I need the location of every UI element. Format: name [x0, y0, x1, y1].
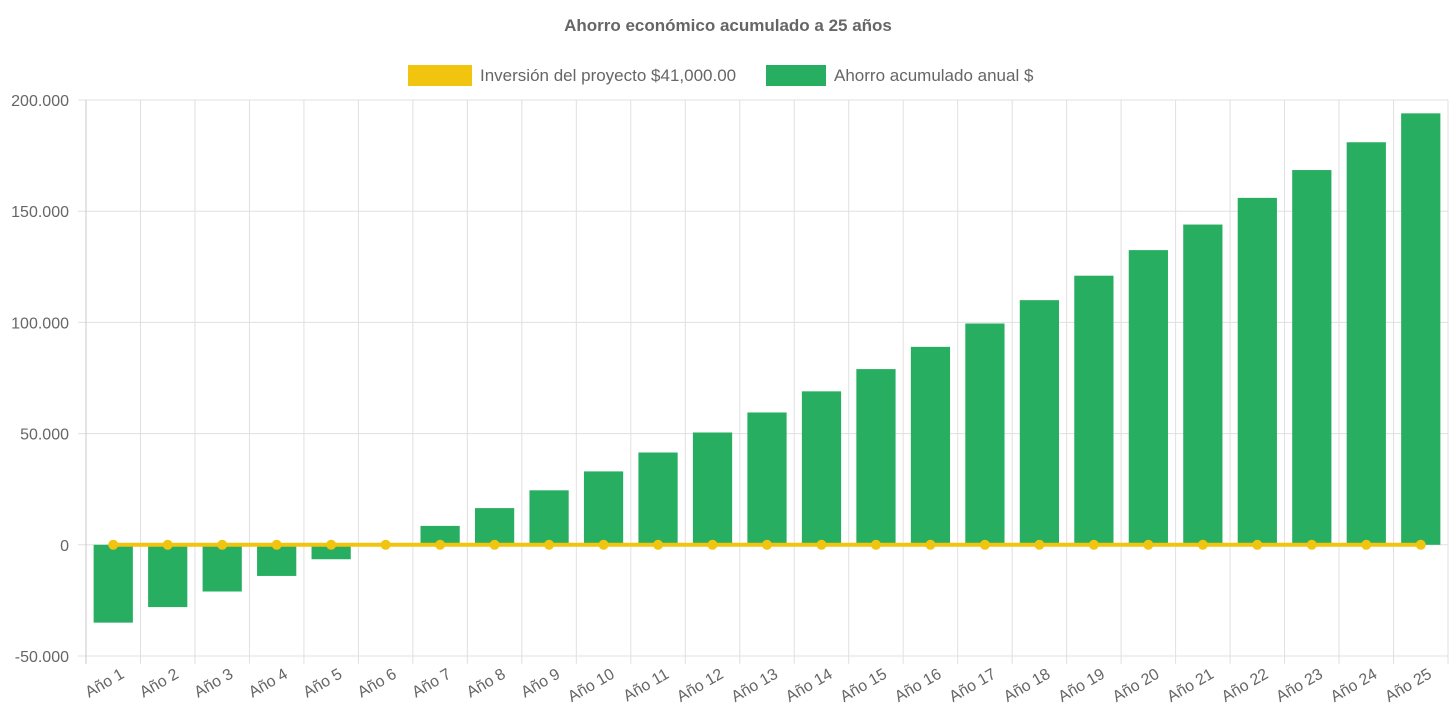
investment-point-13[interactable]	[762, 539, 772, 550]
x-tick-label: Año 3	[191, 666, 236, 702]
bar-12[interactable]	[692, 432, 733, 545]
y-tick-label: 50.000	[20, 427, 69, 444]
x-tick-label: Año 23	[1273, 666, 1326, 706]
x-tick-label: Año 16	[892, 666, 945, 706]
investment-point-17[interactable]	[979, 539, 990, 550]
x-tick-label: Año 9	[518, 666, 563, 702]
investment-point-21[interactable]	[1197, 539, 1208, 550]
bar-20[interactable]	[1128, 250, 1168, 545]
bar-17[interactable]	[965, 323, 1005, 545]
investment-point-16[interactable]	[925, 539, 936, 550]
x-tick-label: Año 1	[83, 666, 128, 702]
bar-18[interactable]	[1019, 300, 1060, 545]
bar-25[interactable]	[1401, 113, 1441, 545]
y-tick-label: 100.000	[11, 315, 69, 332]
x-tick-label: Año 8	[464, 666, 509, 702]
x-tick-label: Año 15	[838, 666, 891, 706]
x-axis-ticks: Año 1 Año 2 Año 3 Año 4 Año 5 Año 6 Año 7 Año 8…	[83, 666, 1435, 706]
y-tick-label: -50.000	[15, 649, 69, 666]
bar-2[interactable]	[148, 544, 188, 608]
investment-point-11[interactable]	[653, 539, 664, 550]
bar-15[interactable]	[856, 369, 896, 545]
legend-swatch-savings	[766, 65, 826, 86]
x-tick-label: Año 10	[565, 666, 618, 706]
y-tick-label: 200.000	[11, 93, 69, 110]
investment-point-9[interactable]	[544, 539, 555, 550]
x-tick-label: Año 22	[1219, 666, 1272, 706]
investment-point-6[interactable]	[380, 539, 391, 550]
bar-4[interactable]	[257, 544, 297, 576]
legend-label-investment: Inversión del proyecto $41,000.00	[480, 66, 736, 85]
bar-16[interactable]	[910, 346, 951, 545]
investment-point-7[interactable]	[435, 539, 446, 550]
bar-9[interactable]	[529, 490, 569, 545]
investment-point-5[interactable]	[326, 539, 337, 550]
legend-swatch-investment	[408, 65, 472, 86]
x-tick-label: Año 24	[1328, 666, 1381, 706]
investment-point-14[interactable]	[816, 539, 827, 550]
x-tick-label: Año 12	[674, 666, 727, 706]
investment-point-3[interactable]	[217, 539, 228, 550]
grid	[78, 99, 1449, 664]
investment-point-23[interactable]	[1306, 539, 1317, 550]
bar-7[interactable]	[420, 525, 460, 545]
bar-series	[93, 113, 1441, 623]
bar-14[interactable]	[801, 391, 842, 545]
bar-24[interactable]	[1346, 142, 1386, 545]
investment-point-4[interactable]	[271, 539, 282, 550]
x-tick-label: Año 4	[246, 666, 291, 702]
x-tick-label: Año 2	[137, 666, 182, 702]
legend[interactable]: Inversión del proyecto $41,000.00 Ahorro…	[408, 65, 1034, 86]
x-tick-label: Año 18	[1001, 666, 1054, 706]
bar-13[interactable]	[747, 412, 787, 545]
bar-22[interactable]	[1237, 197, 1277, 545]
investment-point-15[interactable]	[870, 539, 881, 550]
y-axis-ticks: 200.000 150.000 100.000 50.000 0 -50.000	[11, 93, 69, 666]
bar-1[interactable]	[93, 544, 133, 623]
legend-label-savings: Ahorro acumulado anual $	[834, 66, 1034, 85]
bar-11[interactable]	[638, 452, 678, 545]
x-tick-label: Año 7	[409, 666, 454, 702]
x-tick-label: Año 11	[621, 666, 672, 706]
investment-point-22[interactable]	[1252, 539, 1263, 550]
x-tick-label: Año 6	[355, 666, 400, 702]
investment-point-2[interactable]	[162, 539, 173, 550]
x-tick-label: Año 19	[1055, 666, 1108, 706]
y-tick-label: 0	[60, 538, 69, 555]
investment-point-12[interactable]	[707, 539, 718, 550]
investment-point-24[interactable]	[1361, 539, 1372, 550]
investment-point-8[interactable]	[489, 539, 500, 550]
line-series	[108, 539, 1426, 550]
x-tick-label: Año 5	[300, 666, 345, 702]
investment-point-10[interactable]	[598, 539, 609, 550]
bar-23[interactable]	[1292, 170, 1332, 545]
investment-point-19[interactable]	[1088, 539, 1099, 550]
x-tick-label: Año 25	[1382, 666, 1435, 706]
x-tick-label: Año 20	[1110, 666, 1163, 706]
bar-5[interactable]	[311, 544, 351, 560]
bar-3[interactable]	[202, 544, 242, 592]
bar-21[interactable]	[1183, 224, 1223, 545]
bar-19[interactable]	[1074, 275, 1114, 545]
x-tick-label: Año 13	[729, 666, 782, 706]
investment-point-25[interactable]	[1415, 539, 1426, 550]
chart-title: Ahorro económico acumulado a 25 años	[564, 16, 892, 35]
investment-point-18[interactable]	[1034, 539, 1045, 550]
bar-10[interactable]	[583, 471, 624, 545]
y-tick-label: 150.000	[11, 204, 69, 221]
investment-point-1[interactable]	[108, 539, 119, 550]
x-tick-label: Año 14	[783, 666, 836, 706]
x-tick-label: Año 17	[946, 666, 999, 706]
x-tick-label: Año 21	[1164, 666, 1217, 706]
investment-point-20[interactable]	[1143, 539, 1154, 550]
bar-8[interactable]	[474, 508, 515, 545]
legend-item-savings[interactable]: Ahorro acumulado anual $	[766, 65, 1034, 86]
legend-item-investment[interactable]: Inversión del proyecto $41,000.00	[408, 65, 736, 86]
